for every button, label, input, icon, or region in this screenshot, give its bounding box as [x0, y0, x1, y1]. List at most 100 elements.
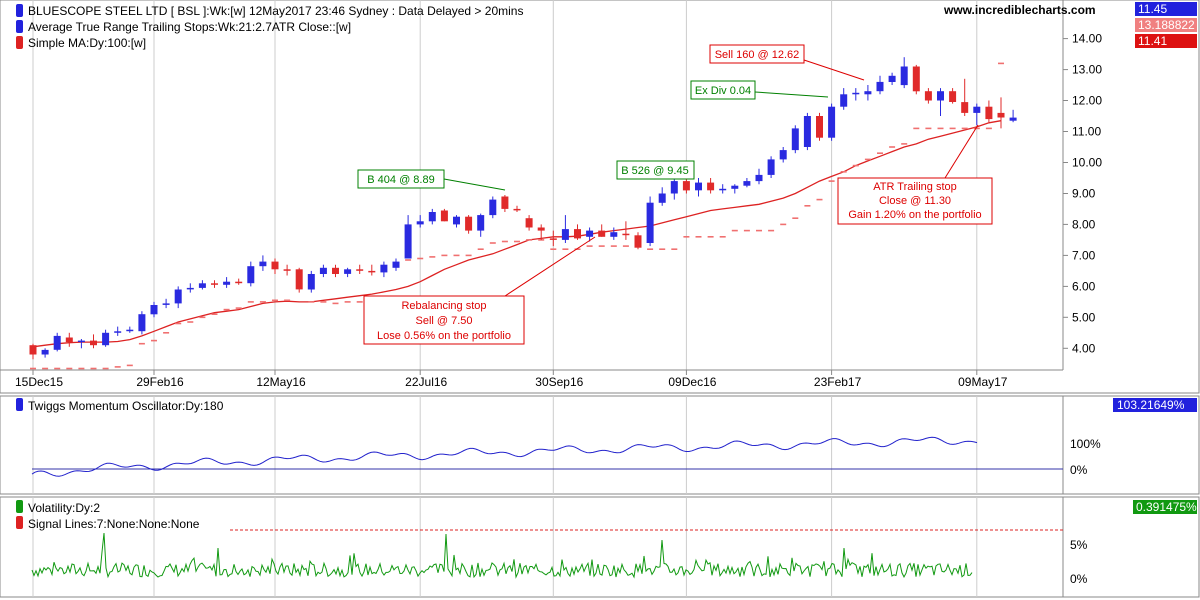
annotation-exdiv-text: Ex Div 0.04: [695, 85, 751, 97]
annotation-atr-line2: Close @ 11.30: [879, 195, 951, 207]
candle: [102, 329, 110, 347]
candle-body: [513, 208, 521, 211]
candle-body: [440, 210, 448, 222]
annotation-b404: B 404 @ 8.89: [357, 169, 506, 191]
candle-body: [610, 232, 618, 237]
annotation-rebalancing-line3: Lose 0.56% on the portfolio: [377, 330, 511, 342]
candle: [428, 208, 436, 225]
price-chart-title: BLUESCOPE STEEL LTD [ BSL ]:Wk:[w] 12May…: [28, 4, 523, 18]
legend-swatch-momentum: [16, 398, 23, 411]
x-tick-label: 12May16: [256, 375, 306, 389]
candle: [622, 221, 630, 240]
annotation-exdiv: Ex Div 0.04: [690, 80, 829, 100]
candle-body: [29, 345, 37, 355]
annotation-b526-text: B 526 @ 9.45: [621, 165, 688, 177]
annotation-rebalancing: Rebalancing stop Sell @ 7.50 Lose 0.56% …: [363, 236, 596, 345]
candle: [259, 255, 267, 271]
candle: [53, 332, 61, 352]
candle-body: [307, 274, 315, 290]
candle: [719, 184, 727, 194]
momentum-panel: Twiggs Momentum Oscillator:Dy:180 100% 0…: [0, 395, 1200, 495]
candle: [440, 208, 448, 222]
momentum-title: Twiggs Momentum Oscillator:Dy:180: [28, 399, 224, 413]
candle-body: [404, 224, 412, 259]
candle: [247, 261, 255, 287]
candle-body: [695, 182, 702, 191]
value-box-sma-text: 11.41: [1138, 34, 1167, 48]
x-tick-label: 09May17: [958, 375, 1008, 389]
legend-swatch-signal: [16, 516, 23, 529]
candle: [126, 326, 134, 333]
volatility-panel: Volatility:Dy:2 Signal Lines:7:None:None…: [0, 496, 1200, 598]
candle: [876, 75, 884, 95]
candle: [924, 88, 932, 104]
candles: [29, 57, 1017, 360]
candle: [319, 264, 327, 278]
value-box-atr-text: 13.188822: [1138, 18, 1195, 32]
candle: [816, 112, 823, 141]
candle-body: [368, 270, 376, 273]
momentum-value-text: 103.21649%: [1117, 398, 1185, 412]
candle: [307, 270, 315, 293]
candle-body: [477, 215, 485, 231]
candle-body: [319, 267, 327, 274]
atr-trailing-stops: [30, 62, 1004, 370]
candle-body: [791, 128, 799, 151]
candle-body: [465, 216, 473, 231]
annotation-atr-stop: ATR Trailing stop Close @ 11.30 Gain 1.2…: [837, 124, 993, 225]
candle-body: [828, 106, 836, 138]
candle-body: [416, 221, 424, 225]
candle: [743, 178, 751, 188]
candle: [186, 283, 194, 293]
candle: [174, 286, 182, 309]
candle-body: [997, 112, 1005, 118]
candle: [1009, 109, 1017, 123]
candle-body: [186, 287, 194, 290]
candle-body: [707, 182, 715, 191]
candle-body: [852, 92, 860, 95]
candle: [888, 72, 896, 85]
candle-body: [985, 106, 993, 120]
candle-body: [41, 349, 49, 355]
candle-body: [295, 269, 303, 290]
candle-body: [598, 230, 606, 237]
x-tick-label: 09Dec16: [668, 375, 716, 389]
candle: [198, 280, 206, 290]
candle: [65, 332, 73, 347]
volatility-value-box: 0.391475%: [1133, 500, 1197, 514]
x-tick-label: 22Jul16: [405, 375, 447, 389]
candle: [949, 88, 957, 104]
candle: [235, 278, 243, 285]
sma-legend: Simple MA:Dy:100:[w]: [28, 36, 146, 50]
signal-legend: Signal Lines:7:None:None:None: [28, 517, 200, 531]
atr-legend: Average True Range Trailing Stops:Wk:21:…: [28, 20, 351, 34]
momentum-tick-100: 100%: [1070, 437, 1101, 451]
candle-body: [428, 212, 436, 222]
candle: [707, 178, 715, 194]
candle: [670, 178, 678, 200]
candle-body: [489, 199, 497, 216]
candle-body: [90, 340, 97, 346]
candle: [682, 178, 690, 194]
candle-body: [150, 305, 158, 315]
candle-body: [634, 235, 642, 248]
momentum-tick-0: 0%: [1070, 463, 1088, 477]
y-tick-label: 12.00: [1072, 94, 1102, 108]
candle: [852, 88, 860, 101]
candle-body: [961, 102, 969, 113]
candle-body: [198, 283, 206, 288]
annotation-b526: B 526 @ 9.45: [616, 160, 695, 180]
price-x-ticks: 15Dec15 29Feb16 12May16 22Jul16 30Sep16 09Dec…: [15, 370, 1008, 389]
candle-body: [332, 267, 339, 274]
price-panel: 4.00 5.00 6.00 7.00 8.00 9.00 10.00 11.00 12.00 1…: [0, 0, 1200, 394]
candle: [501, 195, 509, 212]
candle-body: [211, 283, 218, 285]
y-tick-label: 7.00: [1072, 248, 1096, 262]
candle: [271, 258, 279, 274]
candle-body: [223, 281, 231, 285]
legend-swatch-volatility: [16, 500, 23, 513]
volatility-tick-5: 5%: [1070, 538, 1088, 552]
y-tick-label: 8.00: [1072, 217, 1096, 231]
candle-body: [574, 229, 581, 239]
